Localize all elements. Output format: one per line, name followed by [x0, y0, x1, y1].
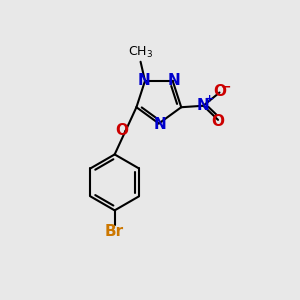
Text: +: + [205, 94, 214, 104]
Text: N: N [154, 117, 167, 132]
Text: CH$_3$: CH$_3$ [128, 45, 153, 60]
Text: Br: Br [105, 224, 124, 239]
Text: O: O [212, 114, 224, 129]
Text: −: − [221, 81, 232, 94]
Text: O: O [213, 83, 226, 98]
Text: N: N [168, 73, 181, 88]
Text: N: N [137, 73, 150, 88]
Text: N: N [197, 98, 210, 113]
Text: O: O [116, 123, 128, 138]
